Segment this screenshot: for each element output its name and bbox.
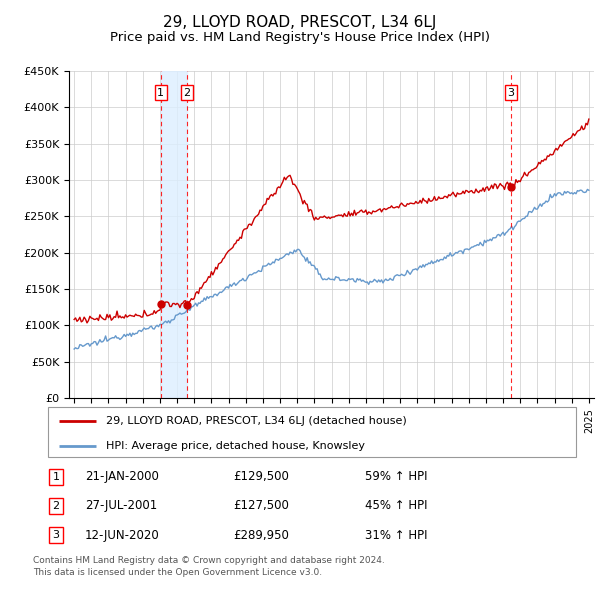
Text: HPI: Average price, detached house, Knowsley: HPI: Average price, detached house, Know… xyxy=(106,441,365,451)
Text: 12-JUN-2020: 12-JUN-2020 xyxy=(85,529,160,542)
Text: 45% ↑ HPI: 45% ↑ HPI xyxy=(365,499,427,513)
Text: This data is licensed under the Open Government Licence v3.0.: This data is licensed under the Open Gov… xyxy=(33,568,322,577)
Text: 21-JAN-2000: 21-JAN-2000 xyxy=(85,470,159,483)
Text: Contains HM Land Registry data © Crown copyright and database right 2024.: Contains HM Land Registry data © Crown c… xyxy=(33,556,385,565)
Text: 29, LLOYD ROAD, PRESCOT, L34 6LJ: 29, LLOYD ROAD, PRESCOT, L34 6LJ xyxy=(163,15,437,30)
Bar xyxy=(161,71,187,398)
Text: 29, LLOYD ROAD, PRESCOT, L34 6LJ (detached house): 29, LLOYD ROAD, PRESCOT, L34 6LJ (detach… xyxy=(106,416,407,426)
Text: 3: 3 xyxy=(52,530,59,540)
Text: 31% ↑ HPI: 31% ↑ HPI xyxy=(365,529,427,542)
Text: 59% ↑ HPI: 59% ↑ HPI xyxy=(365,470,427,483)
Text: 2: 2 xyxy=(52,501,59,511)
Text: 2: 2 xyxy=(184,88,190,97)
Text: 27-JUL-2001: 27-JUL-2001 xyxy=(85,499,157,513)
Text: £127,500: £127,500 xyxy=(233,499,289,513)
FancyBboxPatch shape xyxy=(48,407,576,457)
Text: 3: 3 xyxy=(507,88,514,97)
Text: £129,500: £129,500 xyxy=(233,470,289,483)
Text: £289,950: £289,950 xyxy=(233,529,289,542)
Text: 1: 1 xyxy=(52,471,59,481)
Text: 1: 1 xyxy=(157,88,164,97)
Text: Price paid vs. HM Land Registry's House Price Index (HPI): Price paid vs. HM Land Registry's House … xyxy=(110,31,490,44)
